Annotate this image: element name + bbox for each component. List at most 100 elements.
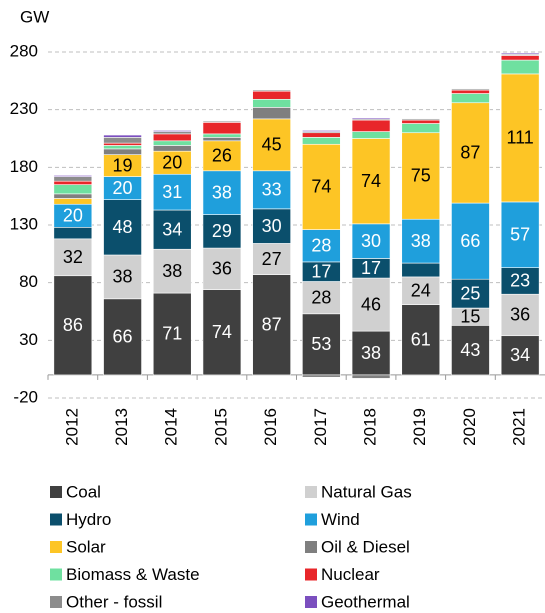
x-tick-label: 2014 — [162, 408, 181, 446]
bar-segment — [252, 90, 291, 100]
bar-segment — [500, 55, 540, 61]
bar-segment — [401, 262, 441, 278]
data-label: 17 — [361, 258, 381, 278]
legend-label: Hydro — [66, 510, 111, 529]
bar-segment — [351, 138, 391, 225]
bar-segment — [401, 123, 441, 134]
bar-segment — [152, 292, 192, 376]
bar-segment — [302, 313, 341, 376]
bar-segment — [451, 88, 490, 91]
x-tick-label: 2016 — [261, 408, 280, 446]
bar-segment — [103, 142, 142, 146]
bar-segment — [53, 176, 93, 182]
y-tick-label: 80 — [19, 272, 38, 291]
data-label: 75 — [411, 166, 431, 186]
bar-segment — [53, 198, 93, 205]
bar-segment — [500, 293, 540, 337]
bar-segment — [451, 93, 490, 104]
data-label: 30 — [262, 216, 282, 236]
bar-segment — [202, 214, 242, 249]
legend-label: Wind — [321, 510, 360, 529]
bar-segment — [351, 374, 391, 379]
bar-segment — [451, 102, 490, 204]
bar-segment — [53, 180, 93, 185]
y-tick-label: 230 — [10, 99, 38, 118]
bar-segment — [103, 199, 142, 256]
bar-segment — [103, 148, 142, 155]
bar-segment — [451, 278, 490, 309]
y-tick-label: 280 — [10, 41, 38, 60]
bar-segment — [500, 267, 540, 295]
bar-segment — [53, 184, 93, 195]
bar-segment — [500, 201, 540, 268]
bar-segment — [252, 170, 291, 210]
bar-segment — [401, 132, 441, 220]
data-label: 48 — [113, 217, 133, 237]
data-label: 74 — [361, 171, 381, 191]
x-tick-label: 2021 — [510, 408, 529, 446]
data-label: 87 — [262, 315, 282, 335]
bar-segment — [401, 276, 441, 305]
data-label: 38 — [361, 343, 381, 363]
legend-label: Solar — [66, 537, 106, 556]
legend-label: Geothermal — [321, 592, 410, 611]
bar-segment — [103, 298, 142, 376]
bar-segment — [500, 52, 540, 55]
bar-segment — [202, 133, 242, 138]
bar-segment — [152, 131, 192, 135]
bar-segment — [252, 274, 291, 376]
data-label: 20 — [113, 178, 133, 198]
legend-label: Oil & Diesel — [321, 537, 410, 556]
bar-segment — [202, 120, 242, 123]
x-tick-label: 2015 — [211, 408, 230, 446]
bar-segment — [152, 140, 192, 146]
bar-segment — [252, 98, 291, 108]
bar-segment — [103, 137, 142, 144]
x-tick-label: 2013 — [112, 408, 131, 446]
x-tick-label: 2018 — [361, 408, 380, 446]
data-label: 24 — [411, 280, 431, 300]
data-label: 38 — [212, 182, 232, 202]
bar-segment — [302, 143, 341, 230]
bar-segment — [53, 193, 93, 199]
data-label: 19 — [113, 155, 133, 175]
data-label: 20 — [162, 152, 182, 172]
bar-segment — [103, 145, 142, 150]
bar-segment — [202, 289, 242, 376]
bar-segment — [302, 130, 341, 132]
bar-segment — [53, 175, 93, 177]
bar-segment — [53, 275, 93, 376]
bar-segment — [202, 122, 242, 135]
bar-segment — [202, 137, 242, 142]
data-label: 20 — [63, 206, 83, 226]
legend-label: Coal — [66, 482, 101, 501]
data-label: 33 — [262, 180, 282, 200]
data-label: 32 — [63, 247, 83, 267]
data-label: 36 — [212, 259, 232, 279]
data-label: 25 — [460, 283, 480, 303]
y-axis-label: GW — [20, 7, 49, 26]
bar-segment — [202, 170, 242, 215]
bar-segment — [351, 131, 391, 139]
bar-segment — [401, 118, 441, 121]
bar-segment — [202, 247, 242, 290]
bar-segment — [302, 374, 341, 378]
bar-segment — [500, 335, 540, 376]
bar-segment — [401, 304, 441, 376]
data-label: 86 — [63, 315, 83, 335]
y-tick-label: 30 — [19, 330, 38, 349]
data-label: 111 — [506, 128, 533, 148]
legend-label: Other - fossil — [66, 592, 162, 611]
bar-segment — [152, 133, 192, 142]
bar-segment — [152, 130, 192, 132]
legend-swatch — [305, 513, 317, 526]
y-tick-label: -20 — [13, 387, 38, 406]
data-label: 34 — [510, 345, 530, 365]
data-label: 28 — [311, 287, 331, 307]
bar-segment — [252, 89, 291, 92]
bar-segment — [500, 59, 540, 75]
x-tick-label: 2020 — [460, 408, 479, 446]
bar-segment — [252, 208, 291, 244]
data-label: 30 — [361, 231, 381, 251]
